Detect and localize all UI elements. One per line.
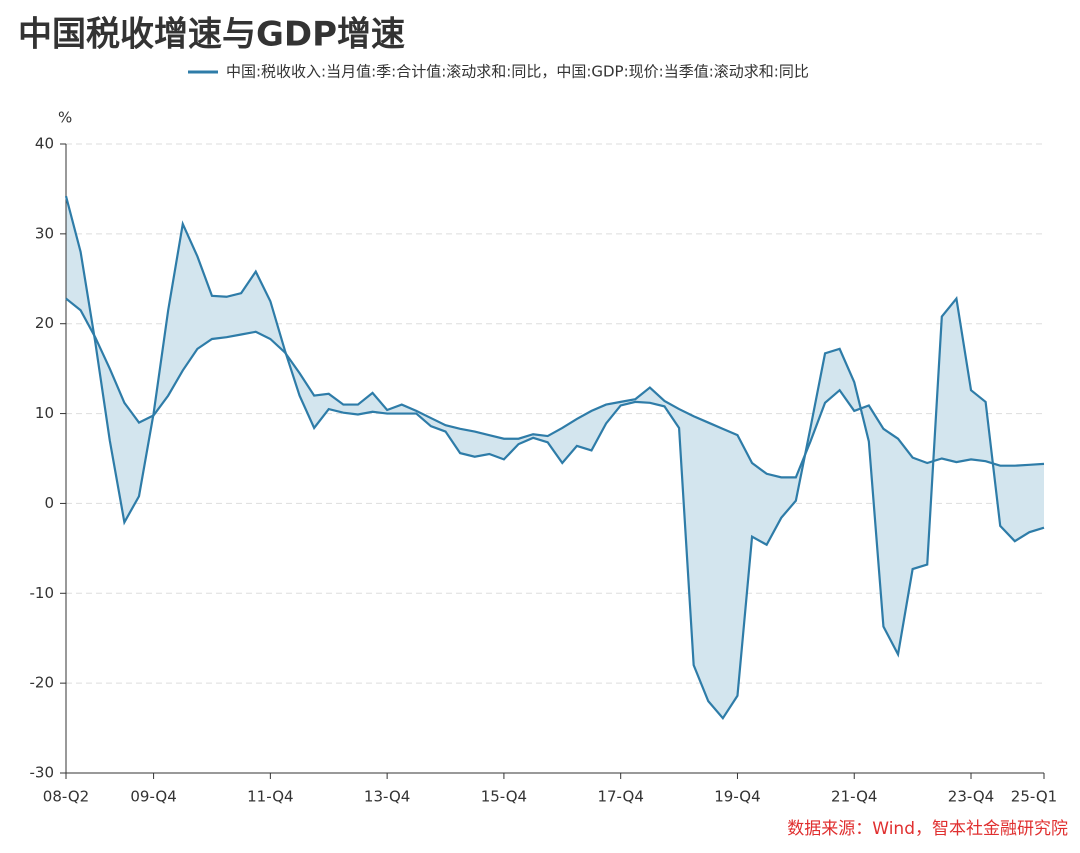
- x-tick-label: 11-Q4: [247, 788, 293, 806]
- chart-title: 中国税收增速与GDP增速: [18, 15, 405, 55]
- y-tick-label: -10: [30, 584, 55, 602]
- x-tick-label: 23-Q4: [948, 788, 994, 806]
- x-tick-label: 19-Q4: [714, 788, 760, 806]
- series-line: [65, 297, 1045, 479]
- series-line: [64, 195, 1045, 721]
- y-unit: %: [58, 109, 72, 127]
- x-tick-label: 17-Q4: [597, 788, 643, 806]
- legend-label: 中国:税收收入:当月值:季:合计值:滚动求和:同比，中国:GDP:现价:当季值:…: [226, 63, 809, 81]
- x-tick-label: 21-Q4: [831, 788, 877, 806]
- y-tick-label: -20: [30, 674, 55, 692]
- y-tick-label: -30: [30, 764, 55, 782]
- y-tick-label: 0: [44, 494, 54, 512]
- band-fill: [66, 196, 1044, 719]
- x-tick-label: 15-Q4: [481, 788, 527, 806]
- source-note: 数据来源：Wind，智本社金融研究院: [787, 819, 1068, 839]
- x-tick-label: 25-Q1: [1011, 788, 1057, 806]
- x-tick-label: 13-Q4: [364, 788, 410, 806]
- y-tick-label: 40: [35, 135, 54, 153]
- x-tick-label: 08-Q2: [43, 788, 89, 806]
- x-tick-label: 09-Q4: [130, 788, 176, 806]
- y-tick-label: 30: [35, 224, 54, 242]
- y-tick-label: 10: [35, 404, 54, 422]
- y-tick-label: 20: [35, 314, 54, 332]
